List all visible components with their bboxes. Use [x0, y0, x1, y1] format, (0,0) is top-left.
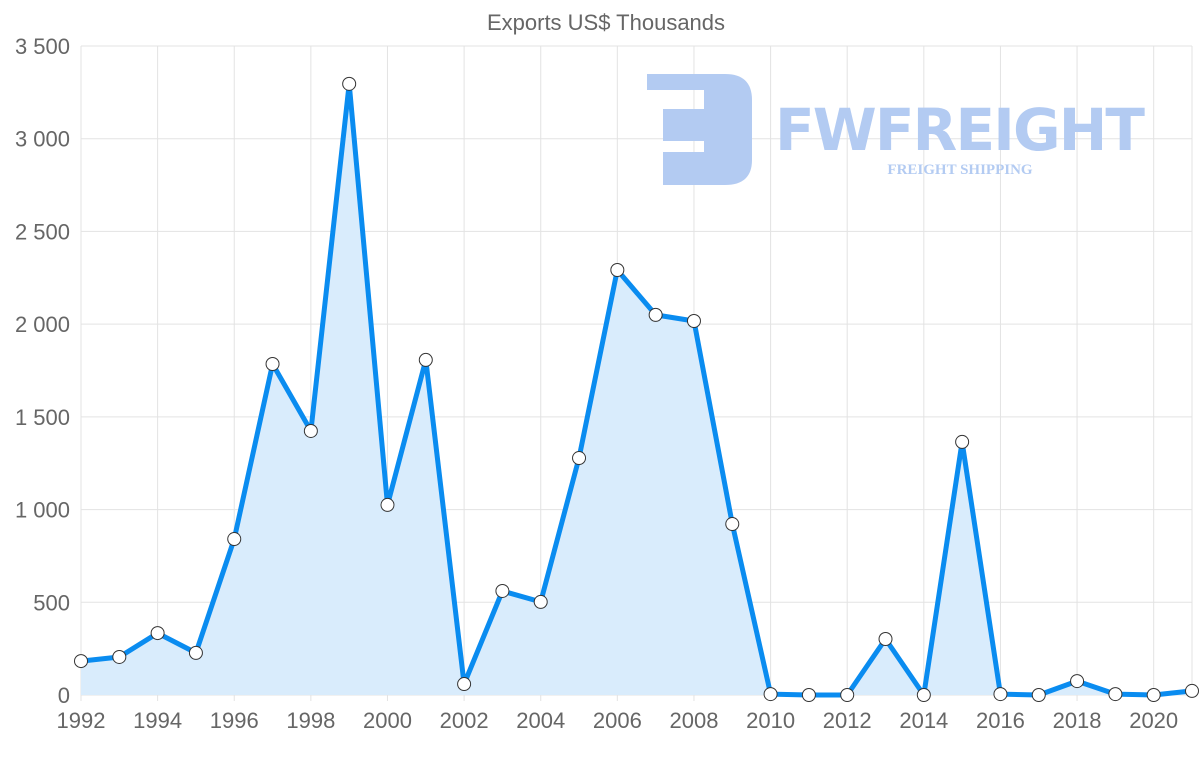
y-tick-label: 500 [33, 590, 70, 615]
series-area [81, 83, 1192, 696]
x-tick-label: 2004 [516, 708, 565, 733]
data-point-2016[interactable] [993, 687, 1008, 702]
logo-mark-icon [647, 74, 752, 185]
data-point-1998[interactable] [303, 423, 318, 438]
x-tick-label: 2008 [669, 708, 718, 733]
data-point-2018[interactable] [1070, 674, 1085, 689]
chart-title: Exports US$ Thousands [487, 10, 725, 35]
x-tick-label: 2018 [1053, 708, 1102, 733]
data-point-2009[interactable] [725, 517, 740, 532]
data-point-2021[interactable] [1185, 683, 1199, 698]
data-point-2002[interactable] [457, 677, 472, 692]
points-layer [74, 76, 1199, 702]
x-tick-label: 2002 [440, 708, 489, 733]
y-tick-label: 2 500 [15, 219, 70, 244]
x-tick-label: 2020 [1129, 708, 1178, 733]
data-point-2005[interactable] [572, 451, 587, 466]
data-point-2010[interactable] [763, 687, 778, 702]
data-point-2015[interactable] [955, 434, 970, 449]
x-tick-label: 1998 [286, 708, 335, 733]
data-point-2007[interactable] [648, 307, 663, 322]
data-point-1999[interactable] [342, 76, 357, 91]
data-point-2012[interactable] [840, 688, 855, 702]
data-point-2019[interactable] [1108, 687, 1123, 702]
x-tick-label: 1996 [210, 708, 259, 733]
data-point-2008[interactable] [686, 313, 701, 328]
data-point-2020[interactable] [1146, 688, 1161, 702]
x-tick-label: 2016 [976, 708, 1025, 733]
y-tick-label: 3 000 [15, 127, 70, 152]
data-point-1997[interactable] [265, 357, 280, 372]
x-tick-label: 2000 [363, 708, 412, 733]
y-tick-label: 1 000 [15, 498, 70, 523]
data-point-2004[interactable] [533, 594, 548, 609]
data-point-2006[interactable] [610, 262, 625, 277]
data-point-2000[interactable] [380, 497, 395, 512]
x-tick-label: 2010 [746, 708, 795, 733]
x-tick-label: 1994 [133, 708, 182, 733]
data-point-2001[interactable] [418, 352, 433, 367]
data-point-2017[interactable] [1031, 688, 1046, 702]
watermark-brand: FWFREIGHT [775, 96, 1145, 164]
data-point-2013[interactable] [878, 632, 893, 647]
watermark-tagline: FREIGHT SHIPPING [887, 162, 1032, 178]
data-point-1996[interactable] [227, 532, 242, 547]
y-tick-label: 1 500 [15, 405, 70, 430]
x-axis: 1992 1994 1996 1998 2000 2002 2004 2006 2008 2010… [57, 708, 1179, 733]
data-point-2003[interactable] [495, 583, 510, 598]
y-tick-label: 0 [58, 683, 70, 708]
y-axis: 0 500 1 000 1 500 2 000 2 500 3 000 3 500 [15, 34, 70, 708]
x-tick-label: 2012 [823, 708, 872, 733]
y-tick-label: 3 500 [15, 34, 70, 59]
data-point-1995[interactable] [188, 645, 203, 660]
data-point-2011[interactable] [801, 688, 816, 702]
data-point-1992[interactable] [74, 654, 88, 669]
data-point-1994[interactable] [150, 626, 165, 641]
data-point-2014[interactable] [916, 688, 931, 702]
data-point-1993[interactable] [112, 649, 127, 664]
grid [80, 45, 1193, 701]
x-tick-label: 1992 [57, 708, 106, 733]
x-tick-label: 2006 [593, 708, 642, 733]
y-tick-label: 2 000 [15, 312, 70, 337]
x-tick-label: 2014 [899, 708, 948, 733]
